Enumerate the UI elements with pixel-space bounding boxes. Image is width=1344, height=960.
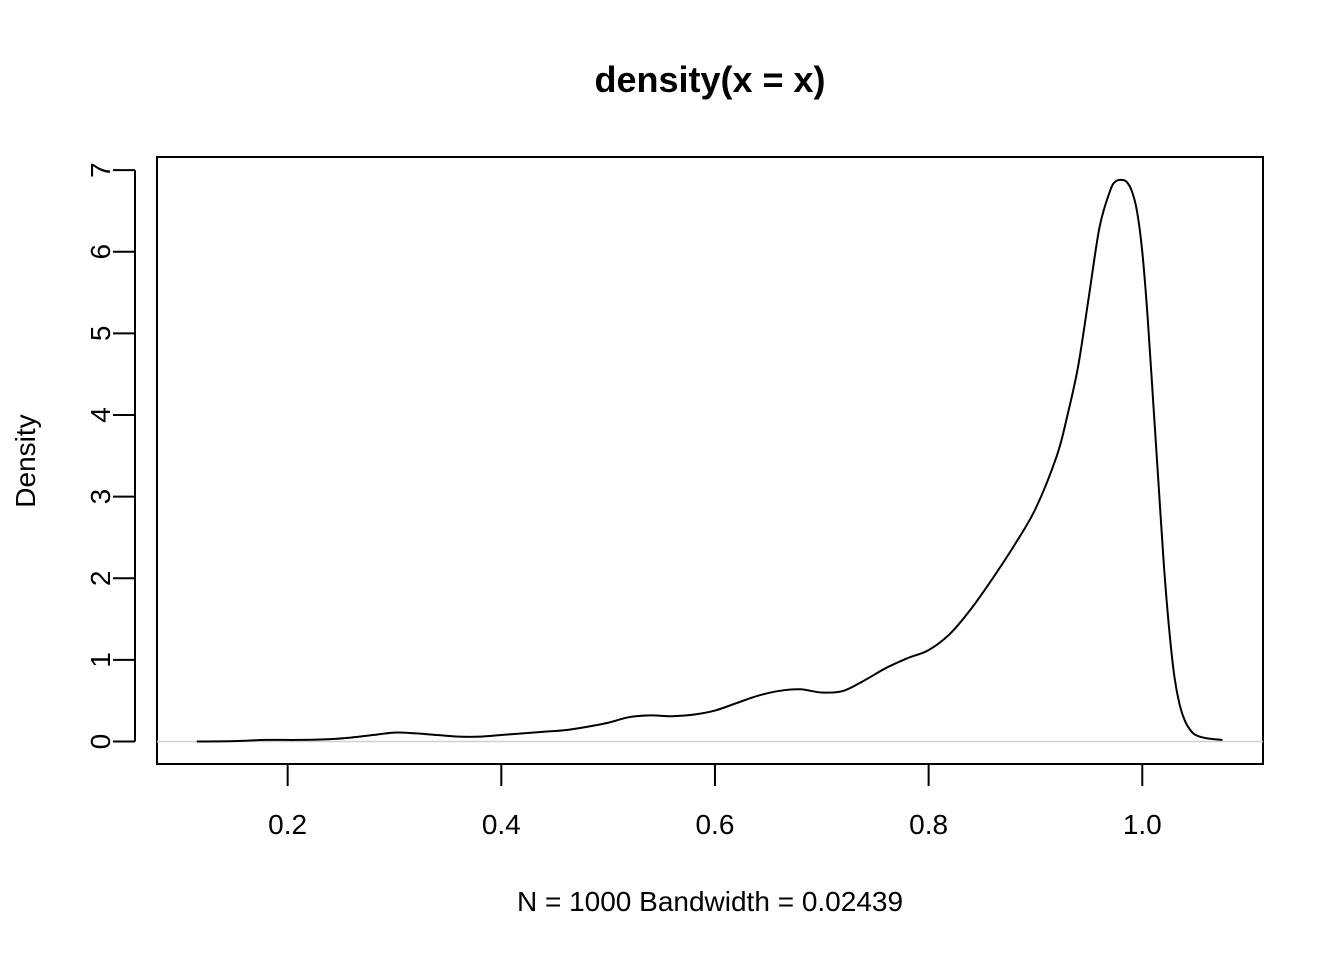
chart-title: density(x = x) bbox=[594, 59, 825, 100]
y-tick-label: 6 bbox=[85, 244, 116, 260]
y-tick-label: 7 bbox=[85, 162, 116, 178]
y-tick-label: 2 bbox=[85, 570, 116, 586]
x-tick-label: 0.4 bbox=[482, 809, 521, 840]
y-tick-label: 3 bbox=[85, 489, 116, 505]
plot-box bbox=[156, 156, 1264, 765]
y-tick-label: 1 bbox=[85, 652, 116, 668]
x-axis-label: N = 1000 Bandwidth = 0.02439 bbox=[517, 886, 903, 917]
y-tick-label: 4 bbox=[85, 407, 116, 423]
y-tick-label: 5 bbox=[85, 326, 116, 342]
series-layer bbox=[196, 178, 1223, 743]
y-axis-label: Density bbox=[10, 414, 41, 507]
x-tick-label: 0.6 bbox=[695, 809, 734, 840]
y-axis: 0 1 2 3 4 5 6 7 bbox=[85, 162, 136, 750]
x-axis: 0.2 0.4 0.6 0.8 1.0 bbox=[268, 763, 1162, 840]
x-tick-label: 0.8 bbox=[909, 809, 948, 840]
x-tick-label: 0.2 bbox=[268, 809, 307, 840]
x-tick-label: 1.0 bbox=[1123, 809, 1162, 840]
y-tick-label: 0 bbox=[85, 734, 116, 750]
density-curve bbox=[196, 178, 1223, 743]
